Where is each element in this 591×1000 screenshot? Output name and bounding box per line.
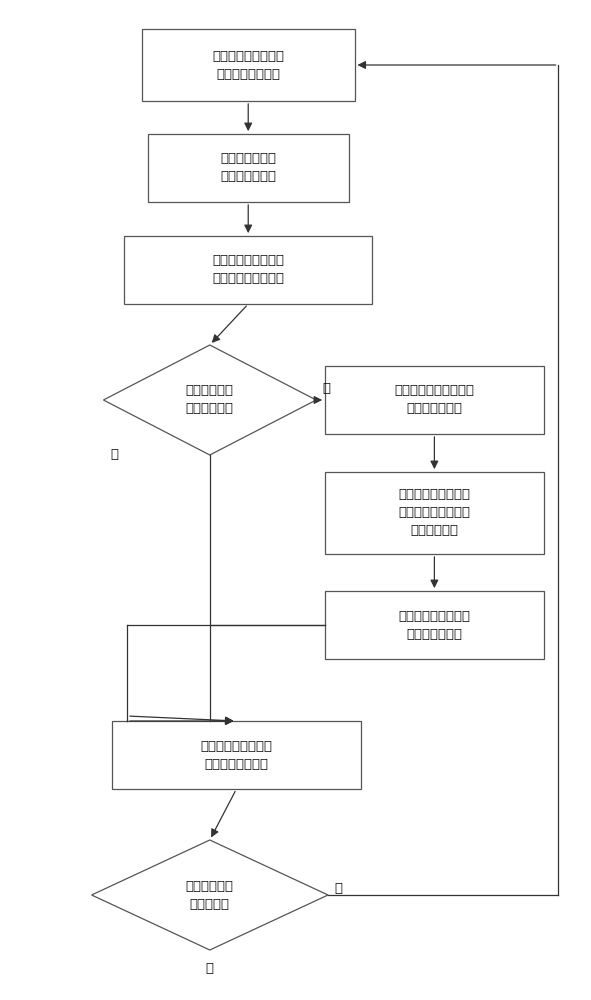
Text: 动态测量子系统测量
钻井系统的各项信息: 动态测量子系统测量 钻井系统的各项信息 <box>212 254 284 286</box>
Text: 通过用户交互子系统
输入钻井系统信息: 通过用户交互子系统 输入钻井系统信息 <box>212 49 284 81</box>
Text: 是: 是 <box>334 882 342 894</box>
Bar <box>148 134 349 202</box>
Polygon shape <box>92 840 328 950</box>
Polygon shape <box>103 345 316 455</box>
Bar <box>112 721 361 789</box>
Text: 工具面是否超
出设定的阈值: 工具面是否超 出设定的阈值 <box>186 384 234 416</box>
Text: 用户界面显示当前钻
进信息和控制指令: 用户界面显示当前钻 进信息和控制指令 <box>200 740 272 770</box>
Text: 否: 否 <box>206 962 214 975</box>
Text: 否: 否 <box>110 448 118 462</box>
Bar <box>325 591 544 659</box>
Text: 计算转盘所需的转动
的角度、大钩的位置
和泥浆泵泵速: 计算转盘所需的转动 的角度、大钩的位置 和泥浆泵泵速 <box>398 488 470 538</box>
Text: 对钻井系统的多体动力
学模型进行仿真: 对钻井系统的多体动力 学模型进行仿真 <box>394 384 475 416</box>
Bar <box>142 29 355 101</box>
Text: 对钻井系统进行
多体动力学建模: 对钻井系统进行 多体动力学建模 <box>220 152 276 184</box>
Text: 是: 是 <box>322 381 330 394</box>
Bar <box>325 472 544 554</box>
Bar <box>325 366 544 434</box>
Text: 转盘、大钩和泥浆泵
动作，继续钻进: 转盘、大钩和泥浆泵 动作，继续钻进 <box>398 609 470 641</box>
Text: 用户是否修改
了输入信息: 用户是否修改 了输入信息 <box>186 880 234 910</box>
Bar <box>124 236 372 304</box>
